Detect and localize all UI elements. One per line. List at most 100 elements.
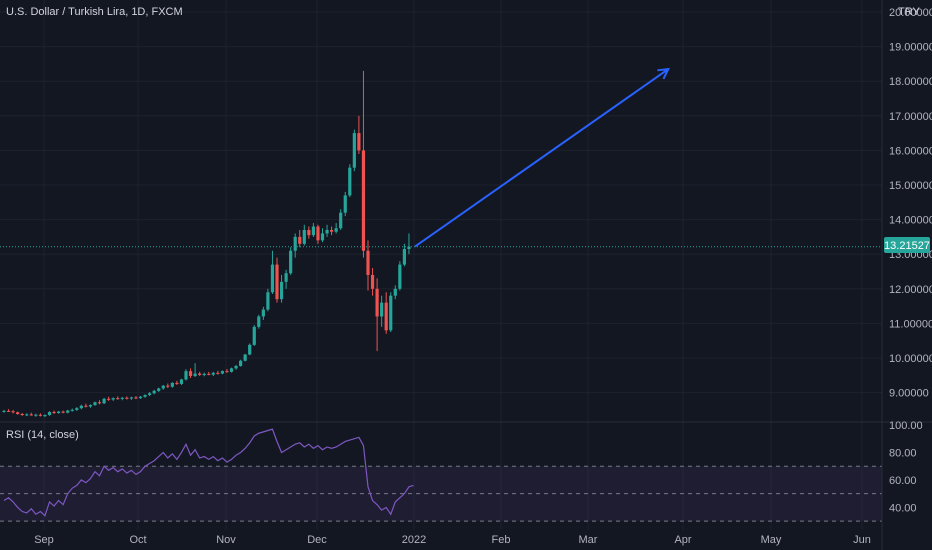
candle-body	[70, 409, 74, 411]
candle	[70, 408, 74, 412]
candle	[270, 250, 275, 294]
candle	[170, 382, 174, 388]
candle-body	[29, 414, 33, 416]
candle-body	[202, 373, 206, 375]
candle-body	[334, 228, 338, 232]
candle-body	[266, 292, 270, 310]
rsi-axis[interactable]: 100.00 80.00 60.00 40.00	[889, 420, 923, 514]
candle-body	[111, 398, 115, 400]
candle	[129, 396, 133, 400]
candle-body	[220, 371, 224, 374]
price-tick-label: 18.00000	[889, 76, 932, 88]
candle-body	[402, 249, 406, 265]
candle	[161, 384, 165, 390]
candle	[25, 413, 29, 417]
price-tick-label: 11.00000	[889, 318, 932, 330]
candle-body	[129, 397, 133, 399]
candle	[143, 394, 147, 398]
candle	[75, 407, 79, 411]
arrow-shaft[interactable]	[414, 68, 669, 248]
candle	[402, 243, 406, 267]
candle-body	[352, 133, 356, 168]
candle	[366, 240, 370, 291]
time-tick-label: Oct	[129, 534, 146, 546]
candle	[61, 410, 65, 414]
candle	[157, 387, 161, 392]
price-tick-label: 9.00000	[889, 388, 929, 400]
candle	[311, 223, 315, 237]
candle	[316, 224, 320, 244]
rsi-line	[3, 428, 414, 517]
candle	[407, 233, 411, 255]
candle	[370, 268, 375, 296]
candle-body	[284, 273, 288, 282]
candle	[88, 404, 93, 408]
candle-body	[143, 395, 147, 397]
candle-body	[20, 414, 24, 416]
candle-body	[6, 410, 11, 412]
candle	[375, 278, 379, 352]
arrow-head[interactable]	[657, 67, 671, 80]
candle-body	[175, 382, 179, 384]
candle-body	[325, 229, 329, 234]
candle-body	[384, 302, 388, 331]
grid	[0, 0, 882, 530]
candle-body	[211, 372, 215, 375]
candle-body	[79, 405, 83, 409]
candle	[52, 410, 56, 415]
candle-body	[389, 295, 393, 331]
candle-body	[47, 411, 52, 416]
candle-body	[311, 226, 315, 236]
candle-body	[320, 233, 325, 241]
candle-body	[134, 397, 138, 399]
candle	[84, 403, 88, 408]
candle	[261, 306, 265, 320]
candle	[134, 396, 138, 400]
candle	[175, 380, 179, 385]
candle	[11, 409, 15, 414]
candle-body	[102, 398, 106, 404]
candle-body	[330, 229, 334, 232]
candle	[97, 400, 102, 405]
candle-body	[293, 236, 297, 251]
candle-body	[179, 379, 184, 384]
candle	[6, 409, 11, 412]
price-tag	[884, 237, 930, 253]
candle	[330, 226, 334, 236]
candle-body	[339, 212, 343, 229]
rsi-title[interactable]: RSI (14, close)	[6, 429, 79, 441]
rsi-tick-label: 40.00	[889, 502, 917, 514]
candle-body	[138, 396, 143, 399]
candle-body	[16, 412, 20, 415]
price-tick-label: 17.00000	[889, 111, 932, 123]
candle-body	[261, 309, 265, 317]
candle-body	[393, 288, 397, 296]
candle	[266, 288, 270, 312]
candle	[66, 409, 70, 414]
candle-body	[298, 236, 302, 244]
candle-body	[84, 405, 88, 407]
candle-body	[307, 229, 311, 236]
candle	[111, 397, 115, 401]
candle-body	[34, 414, 38, 416]
price-tick-label: 10.00000	[889, 353, 932, 365]
candle	[20, 413, 24, 416]
candle	[352, 129, 356, 172]
candle	[325, 224, 329, 237]
price-tick-label: 12.00000	[889, 284, 932, 296]
candle	[248, 343, 252, 356]
symbol-title[interactable]: U.S. Dollar / Turkish Lira, 1D, FXCM	[6, 6, 183, 18]
time-axis[interactable]: Sep Oct Nov Dec 2022 Feb Mar Apr May Jun	[34, 534, 871, 546]
candle	[307, 226, 311, 239]
time-tick-label: Nov	[216, 534, 236, 546]
candle-body	[25, 414, 29, 416]
candle	[193, 363, 197, 378]
candle	[293, 233, 297, 258]
candle	[184, 369, 188, 381]
candle	[93, 401, 97, 406]
candle-body	[234, 365, 238, 369]
trend-arrow[interactable]	[414, 67, 671, 248]
candle	[279, 274, 284, 303]
